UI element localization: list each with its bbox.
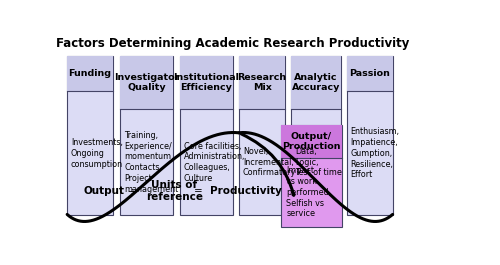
Text: Investigator
Quality: Investigator Quality	[114, 73, 180, 92]
Bar	[291, 56, 341, 215]
Text: Core facilities,
Administration,
Colleagues,
Culture: Core facilities, Administration, Colleag…	[184, 142, 245, 183]
Text: Research
Mix: Research Mix	[238, 73, 286, 92]
Text: Investments,
Ongoing
consumption: Investments, Ongoing consumption	[71, 138, 123, 169]
Text: Output/
Production: Output/ Production	[282, 132, 341, 151]
Text: ÷: ÷	[128, 186, 136, 196]
Text: Training,
Experience/
momentum,
Contacts,
Project
management: Training, Experience/ momentum, Contacts…	[124, 131, 178, 193]
Bar	[239, 56, 285, 215]
Bar	[347, 56, 393, 91]
Bar	[120, 56, 174, 109]
Bar	[120, 56, 174, 215]
Bar	[67, 56, 113, 91]
Text: Impact
vs work
performed,
Selfish vs
service: Impact vs work performed, Selfish vs ser…	[286, 166, 332, 218]
Bar	[347, 56, 393, 215]
Bar	[180, 56, 233, 215]
Bar	[282, 125, 342, 227]
Bar	[180, 56, 233, 109]
Text: Analytic
Accuracy: Analytic Accuracy	[292, 73, 340, 92]
Text: Enthusiasm,
Impatience,
Gumption,
Resilience,
Effort: Enthusiasm, Impatience, Gumption, Resili…	[350, 127, 400, 179]
Text: Novel,
Incremental,
Confirmatory: Novel, Incremental, Confirmatory	[243, 147, 296, 177]
Text: =: =	[194, 186, 203, 196]
Text: Units of
reference: Units of reference	[146, 180, 203, 202]
Bar	[282, 125, 342, 158]
Text: Institutional
Efficiency: Institutional Efficiency	[174, 73, 239, 92]
FancyArrowPatch shape	[242, 134, 294, 195]
Text: Productivity: Productivity	[210, 186, 282, 196]
Text: Data,
Logic,
Test of time: Data, Logic, Test of time	[295, 147, 342, 177]
Text: Passion: Passion	[350, 69, 390, 78]
Bar	[291, 56, 341, 109]
Text: Factors Determining Academic Research Productivity: Factors Determining Academic Research Pr…	[56, 37, 410, 50]
Bar	[239, 56, 285, 109]
Bar	[67, 56, 113, 215]
Text: Output: Output	[84, 186, 125, 196]
Text: Funding: Funding	[68, 69, 112, 78]
